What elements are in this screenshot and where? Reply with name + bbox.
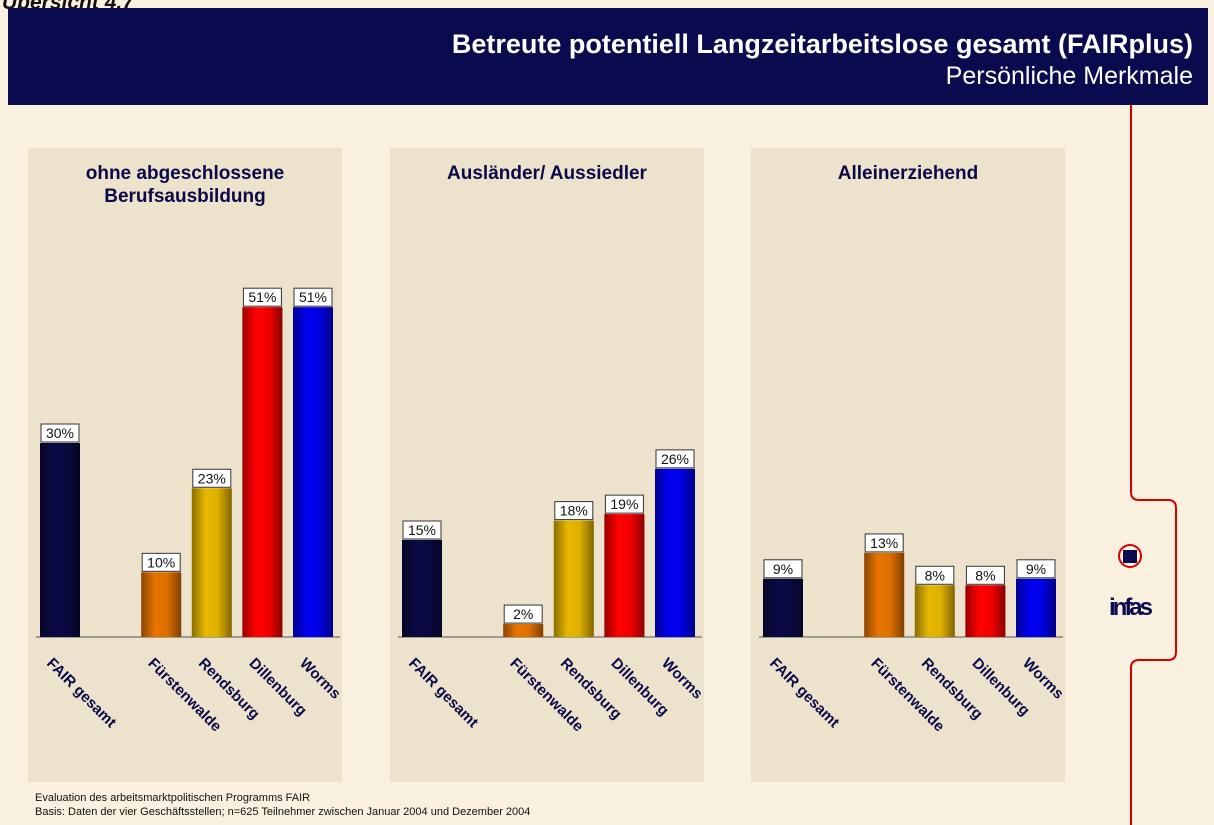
header-band (8, 8, 1208, 105)
chart-title: Ausländer/ Aussiedler (447, 163, 647, 184)
value-label: 23% (198, 470, 226, 486)
chart-title: Alleinerziehend (837, 163, 979, 184)
value-label: 51% (248, 289, 276, 305)
bar-shade (191, 488, 232, 637)
value-label-box (915, 565, 955, 585)
value-label: 2% (513, 606, 533, 622)
bar-shade (402, 540, 442, 637)
logo-text: infas (1109, 594, 1153, 621)
bar-shade (242, 307, 283, 637)
bar-shade (965, 585, 1006, 637)
value-label-box (864, 533, 904, 553)
bar-shade (864, 552, 905, 637)
value-label-box (1016, 559, 1056, 579)
value-label-box (402, 520, 442, 540)
value-label-box (503, 604, 543, 624)
value-label: 26% (661, 451, 689, 467)
value-label: 51% (299, 289, 327, 305)
value-label-box (192, 468, 232, 488)
value-label-box (763, 559, 803, 579)
value-label-box (40, 423, 80, 443)
bar-shade (655, 468, 695, 637)
bar-shade (293, 307, 333, 637)
bar-shade (914, 585, 955, 637)
value-label: 18% (560, 503, 588, 519)
chart-panel (390, 148, 704, 782)
chart-panel (751, 148, 1065, 782)
bar-shade (553, 520, 594, 637)
value-label-box (141, 552, 181, 572)
divider-line (1130, 105, 1177, 825)
bar-shade (503, 624, 544, 637)
value-label: 8% (975, 567, 995, 583)
value-label-box (965, 565, 1005, 585)
value-label-box (604, 494, 644, 514)
bar-shade (604, 514, 645, 637)
bar-shade (1016, 578, 1056, 637)
value-label-box (293, 287, 333, 307)
value-label: 9% (1026, 561, 1046, 577)
logo-icon (1123, 550, 1137, 563)
chart-title: ohne abgeschlossene Berufsausbildung (85, 163, 285, 207)
bar-shade (141, 572, 182, 637)
bar-shade (763, 578, 803, 637)
title: Betreute potentiell Langzeitarbeitslose … (452, 29, 1193, 59)
value-label-box (242, 287, 282, 307)
subtitle: Persönliche Merkmale (946, 62, 1193, 90)
value-label: 9% (773, 561, 793, 577)
value-label: 30% (46, 425, 74, 441)
value-label: 15% (408, 522, 436, 538)
logo-icon (1118, 544, 1142, 568)
chart-panel (28, 148, 342, 782)
value-label: 13% (870, 535, 898, 551)
footer-line: Basis: Daten der vier Geschäftsstellen; … (35, 806, 530, 818)
value-label: 19% (610, 496, 638, 512)
value-label: 8% (925, 567, 945, 583)
value-label: 10% (147, 554, 175, 570)
bar-shade (40, 443, 80, 637)
value-label-box (554, 501, 594, 521)
footer-line: Evaluation des arbeitsmarktpolitischen P… (35, 792, 310, 804)
value-label-box (655, 449, 695, 469)
